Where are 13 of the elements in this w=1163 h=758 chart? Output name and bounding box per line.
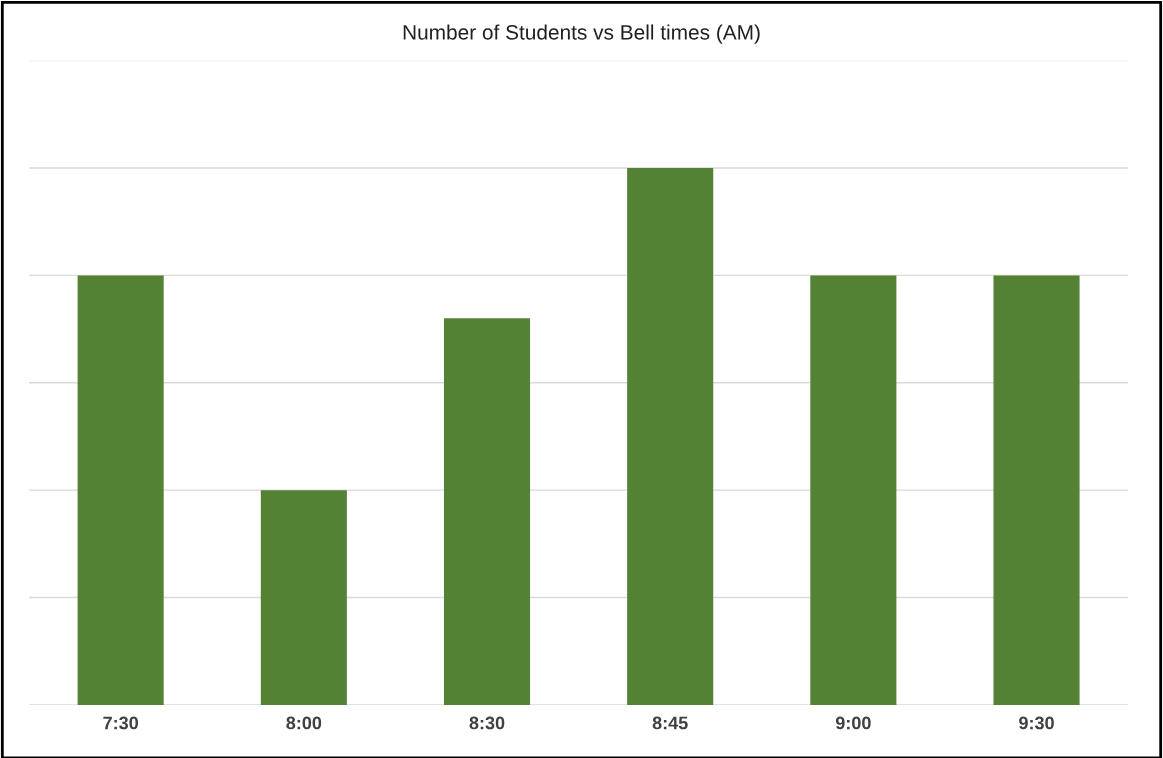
chart-title: Number of Students vs Bell times (AM): [403, 24, 760, 44]
x-tick-label: 8:30: [469, 716, 505, 730]
x-tick-label: 8:00: [286, 716, 322, 730]
x-tick-label: 7:30: [103, 716, 138, 730]
bar: [77, 275, 164, 705]
bar: [810, 275, 897, 705]
x-tick-label: 9:30: [1019, 716, 1054, 730]
bar: [443, 318, 531, 705]
x-tick-label: 8:45: [652, 716, 688, 730]
bar: [260, 490, 347, 705]
bar: [627, 168, 714, 705]
bar: [993, 275, 1080, 705]
x-tick-label: 9:00: [835, 716, 871, 730]
